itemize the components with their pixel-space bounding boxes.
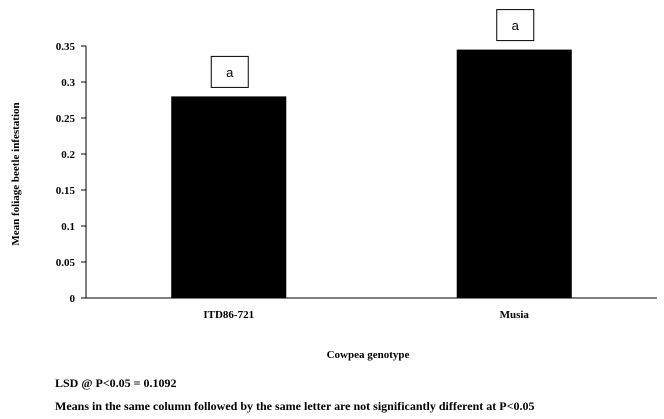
bar-chart: 00.050.10.150.20.250.30.35 aa ITD86-721 M… [10, 9, 657, 361]
y-tick-label: 0.1 [61, 221, 75, 233]
significance-letter: a [226, 65, 234, 80]
x-axis-tick-labels: ITD86-721 Musia [203, 309, 529, 321]
bar [456, 49, 572, 298]
x-tick-label: ITD86-721 [203, 309, 254, 321]
bars [171, 49, 572, 299]
significance-letter: a [512, 18, 520, 33]
y-tick-label: 0.2 [61, 149, 75, 161]
x-axis-title: Cowpea genotype [327, 349, 410, 361]
x-tick-label: Musia [500, 309, 530, 321]
significance-box [496, 9, 535, 42]
y-tick-label: 0.05 [56, 257, 76, 269]
y-axis-ticks: 0 0.05 0.1 0.15 0.2 0.25 0.3 0.35 [56, 41, 86, 305]
y-tick-label: 0.35 [56, 41, 76, 53]
y-tick-label: 0 [70, 293, 76, 305]
significance-box [210, 55, 249, 88]
y-tick-label: 0.3 [61, 77, 75, 89]
y-axis-title: Mean foliage beetle infestation [10, 102, 22, 245]
significance-letters: aa [210, 9, 535, 88]
means-note: Means in the same column followed by the… [55, 399, 535, 413]
y-tick-label: 0.25 [56, 113, 76, 125]
y-tick-label: 0.15 [56, 185, 76, 197]
bar [171, 96, 287, 299]
lsd-note: LSD @ P<0.05 = 0.1092 [55, 376, 177, 390]
